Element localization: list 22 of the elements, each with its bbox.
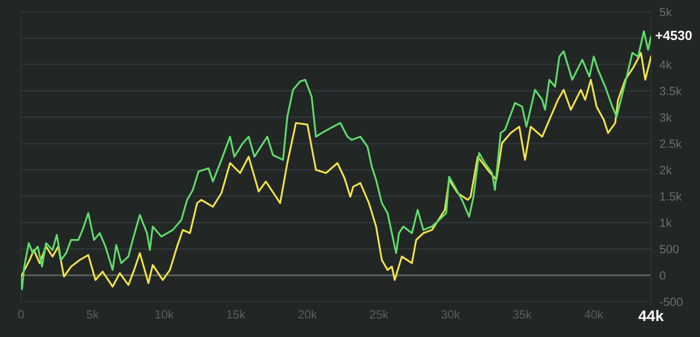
x-tick-label: 30k <box>441 310 460 319</box>
y-tick-label: 3k <box>660 112 672 122</box>
y-tick-label: 500 <box>660 244 679 254</box>
y-tick-label: 2k <box>660 166 672 174</box>
y-tick-label: 0 <box>660 271 666 280</box>
y-tick-label: 5k <box>660 8 672 16</box>
y-tick-label: 4k <box>660 60 672 69</box>
x-tick-label: 5k <box>86 310 99 319</box>
x-tick-label: 0 <box>18 310 24 319</box>
y-tick-label: -500 <box>660 298 682 306</box>
y-tick-label: 1k <box>660 218 672 227</box>
x-tick-label: 44k <box>638 310 664 322</box>
x-tick-label: 25k <box>370 310 388 319</box>
y-tick-label: 1.5k <box>660 192 682 201</box>
x-tick-label: 15k <box>227 310 246 319</box>
x-tick-label: 20k <box>298 310 317 319</box>
x-tick-label: 10k <box>156 310 174 319</box>
annotation: +4530 <box>656 30 692 40</box>
y-tick-label: 3.5k <box>660 86 682 96</box>
y-tick-label: 2.5k <box>660 139 682 148</box>
x-tick-label: 35k <box>513 310 532 319</box>
x-tick-label: 40k <box>584 310 604 319</box>
